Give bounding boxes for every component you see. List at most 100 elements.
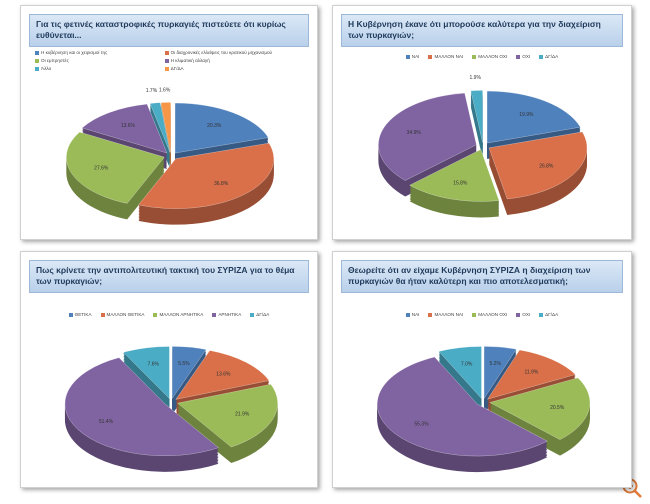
chart-title: Θεωρείτε ότι αν είχαμε Κυβέρνηση ΣΥΡΙΖΑ …: [341, 260, 623, 293]
chart-panel: 19.9% 26.8% 15.8% 34.9% 1.9% Η Κυβέρνηση έκαν…: [332, 5, 632, 240]
legend-label: ΑΡΝΗΤΙΚΑ: [218, 312, 242, 317]
pie-slice: [160, 102, 171, 153]
legend-item: ΝΑΙ: [405, 312, 420, 317]
legend-swatch: [539, 54, 544, 59]
data-label: 15.8%: [453, 180, 468, 186]
legend-item: ΟΧΙ: [516, 54, 530, 59]
legend-item: Η κλιματική αλλαγή: [164, 58, 286, 63]
legend-item: ΜΑΛΛΟΝ ΟΧΙ: [472, 54, 507, 59]
legend-item: Άλλο: [35, 66, 156, 71]
data-label: 34.9%: [407, 130, 422, 136]
data-label: 26.8%: [539, 163, 554, 169]
legend: ΘΕΤΙΚΑ ΜΑΛΛΟΝ ΘΕΤΙΚΑ ΜΑΛΛΟΝ ΑΡΝΗΤΙΚΑ ΑΡΝΗΤΙ…: [35, 312, 303, 317]
legend-item: Οι διαχρονικές ελλείψεις του κρατικού μη…: [164, 50, 286, 55]
legend-label: Οι διαχρονικές ελλείψεις του κρατικού μη…: [170, 50, 273, 55]
legend-label: ΜΑΛΛΟΝ ΟΧΙ: [478, 54, 508, 59]
data-label: 13.6%: [121, 123, 136, 129]
pie-slice: [175, 350, 270, 400]
data-label: 20.5%: [550, 405, 565, 411]
legend-item: ΔΓ/ΔΑ: [539, 54, 558, 59]
legend-label: ΜΑΛΛΟΝ ΘΕΤΙΚΑ: [106, 312, 145, 317]
legend-item: ΘΕΤΙΚΑ: [68, 312, 92, 317]
legend-swatch: [100, 312, 105, 317]
pie-slice: [488, 131, 588, 200]
legend-label: ΔΓ/ΔΑ: [256, 312, 270, 317]
data-label: 5.5%: [178, 361, 190, 367]
legend-item: ΔΓ/ΔΑ: [164, 66, 286, 71]
legend-label: Οι εμπρηστές: [41, 58, 69, 63]
data-label: 19.9%: [519, 112, 534, 118]
legend-item: Οι εμπρηστές: [35, 58, 156, 63]
legend-label: ΜΑΛΛΟΝ ΝΑΙ: [434, 312, 464, 317]
legend-swatch: [153, 312, 158, 317]
legend-swatch: [68, 312, 73, 317]
legend-label: ΟΧΙ: [522, 312, 531, 317]
legend-label: ΝΑΙ: [411, 312, 420, 317]
pie-chart: 5.2% 11.9% 20.5% 55.3% 7.0%: [377, 346, 591, 473]
legend-label: Η κλιματική αλλαγή: [170, 58, 210, 63]
pie-chart: 5.5% 13.6% 21.9% 51.4% 7.6%: [64, 346, 278, 472]
legend-label: ΘΕΤΙΚΑ: [74, 312, 92, 317]
data-label: 21.9%: [235, 411, 250, 417]
legend-item: ΜΑΛΛΟΝ ΑΡΝΗΤΙΚΑ: [153, 312, 203, 317]
pie-slice: [81, 103, 168, 154]
data-label: 36.8%: [214, 181, 229, 187]
legend-swatch: [35, 50, 39, 55]
data-label: 20.3%: [207, 123, 222, 129]
chart-title: Πως κρίνετε την αντιπολιτευτική τακτική …: [29, 260, 309, 293]
legend-swatch: [164, 66, 169, 71]
slice-side: [150, 106, 170, 157]
data-label: 1.6%: [159, 87, 171, 93]
legend-item: ΜΑΛΛΟΝ ΝΑΙ: [428, 312, 463, 317]
slice-side: [150, 108, 170, 158]
legend-swatch: [35, 66, 39, 71]
pie-slice: [486, 90, 581, 144]
chart-title: Για τις φετινές καταστροφικές πυρκαγιές …: [29, 14, 309, 47]
legend-swatch: [250, 312, 255, 317]
pie-slice: [409, 149, 500, 202]
pie-slice: [138, 142, 275, 209]
pie-slice: [177, 384, 278, 448]
legend-swatch: [405, 54, 410, 59]
legend-label: Η κυβέρνηση και οι χειρισμοί της: [41, 50, 108, 55]
legend-item: ΝΑΙ: [405, 54, 420, 59]
legend-swatch: [164, 58, 169, 63]
pie-slice: [378, 92, 477, 181]
pie-chart: 19.9% 26.8% 15.8% 34.9% 1.9%: [378, 75, 588, 218]
data-label: 5.2%: [490, 361, 502, 367]
pie-slice: [122, 346, 170, 400]
legend-swatch: [428, 312, 433, 317]
legend-item: ΟΧΙ: [516, 312, 530, 317]
data-label: 55.3%: [414, 422, 429, 428]
data-label: 13.6%: [216, 371, 231, 377]
legend: ΝΑΙ ΜΑΛΛΟΝ ΝΑΙ ΜΑΛΛΟΝ ΟΧΙ ΟΧΙ ΔΓ/ΔΑ: [347, 54, 617, 59]
legend-item: ΜΑΛΛΟΝ ΟΧΙ: [472, 312, 507, 317]
data-label: 27.6%: [94, 165, 109, 171]
slice-side: [150, 109, 170, 160]
legend-item: ΔΓ/ΔΑ: [539, 312, 558, 317]
legend-swatch: [472, 312, 477, 317]
legend-swatch: [539, 312, 544, 317]
chart-panel: 5.2% 11.9% 20.5% 55.3% 7.0% Θεωρείτε ότι αν ε…: [332, 251, 632, 488]
data-label: 11.9%: [524, 370, 538, 376]
zoom-handle: [634, 490, 642, 498]
pie-slice: [486, 349, 576, 400]
legend-label: ΜΑΛΛΟΝ ΟΧΙ: [478, 312, 508, 317]
legend-item: ΜΑΛΛΟΝ ΝΑΙ: [428, 54, 463, 59]
data-label: 1.9%: [470, 75, 482, 81]
legend-swatch: [472, 54, 477, 59]
legend-label: ΔΓ/ΔΑ: [545, 312, 559, 317]
slice-side: [150, 105, 170, 155]
legend-swatch: [516, 54, 521, 59]
legend-label: ΝΑΙ: [411, 54, 420, 59]
legend-swatch: [516, 312, 521, 317]
data-label: 51.4%: [99, 419, 114, 425]
pie-slice: [470, 90, 483, 143]
pie-slice: [489, 377, 591, 440]
chart-title: Η Κυβέρνηση έκανε ότι μπορούσε καλύτερα …: [341, 14, 623, 47]
legend-label: ΔΓ/ΔΑ: [545, 54, 559, 59]
pie-slice: [149, 102, 171, 153]
pie-chart: 20.3% 36.8% 27.6% 13.6% 1.7% 1.6%: [66, 87, 275, 225]
chart-panel: 20.3% 36.8% 27.6% 13.6% 1.7% 1.6% Για τις φετι…: [20, 5, 318, 240]
